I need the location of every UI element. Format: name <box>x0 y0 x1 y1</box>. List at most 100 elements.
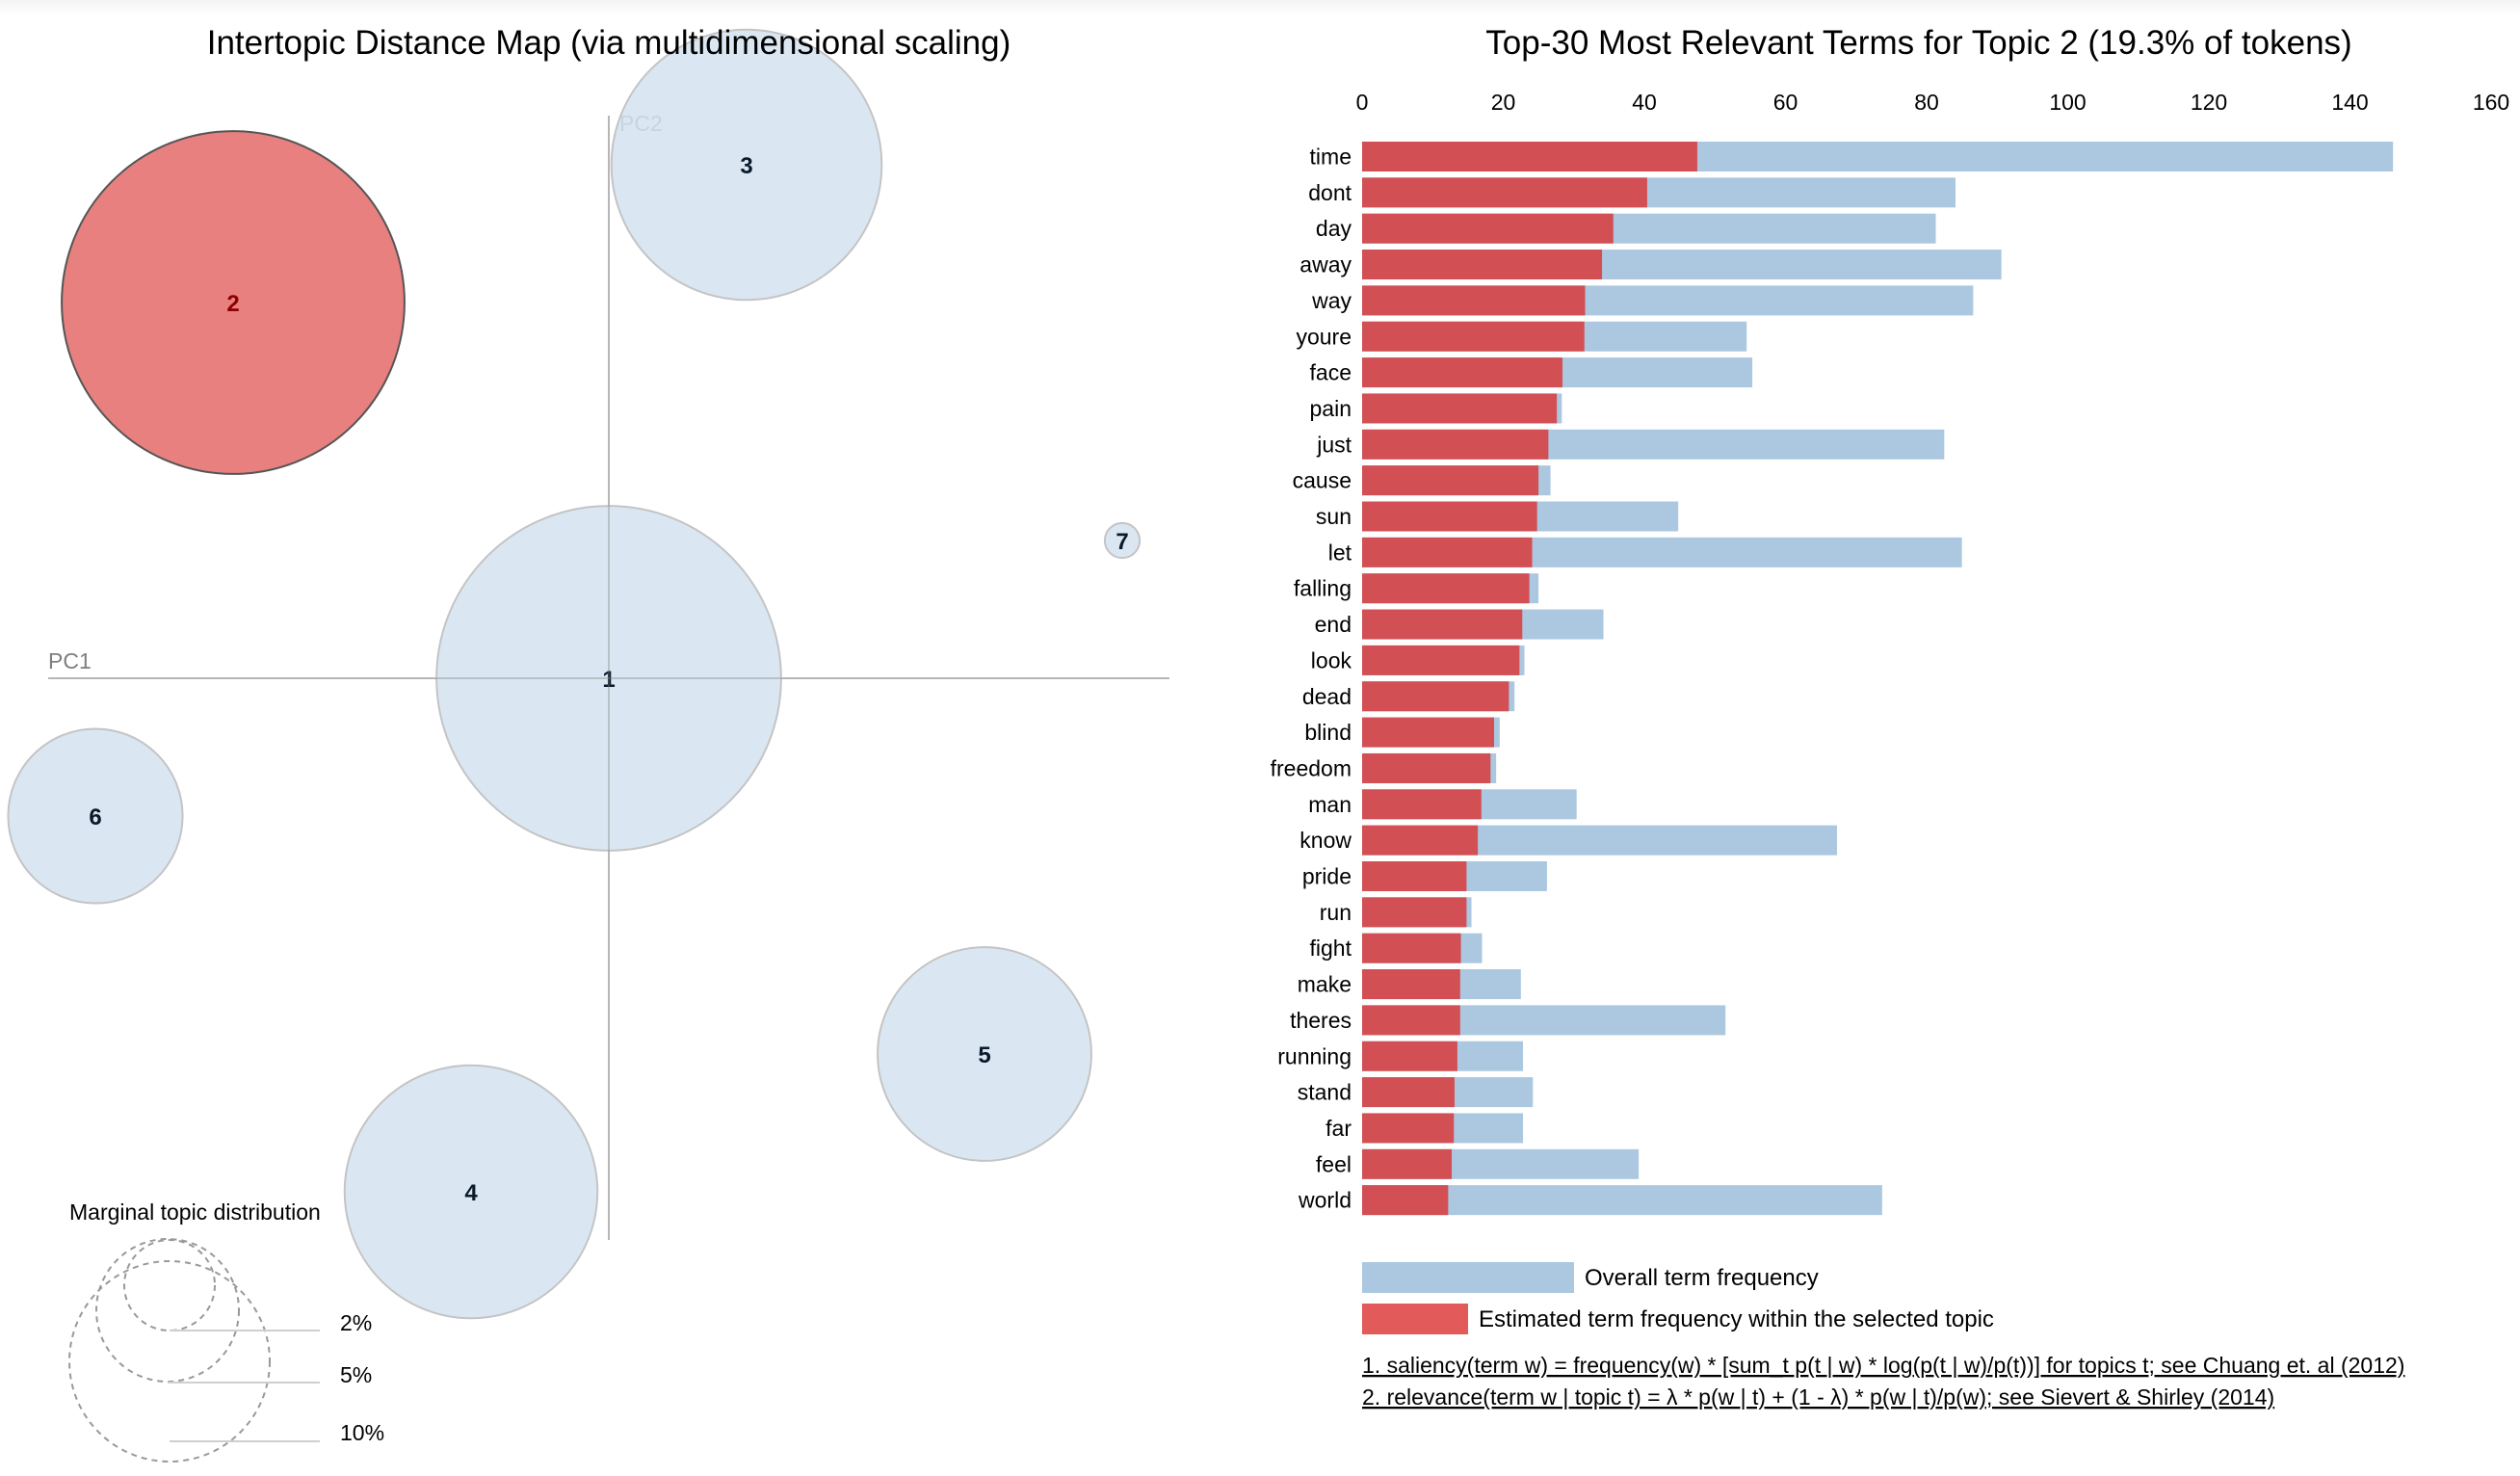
term-row[interactable]: day <box>1316 213 1936 244</box>
estimated-frequency-bar[interactable] <box>1362 1148 1453 1179</box>
estimated-frequency-bar[interactable] <box>1362 969 1460 1000</box>
term-row[interactable]: feel <box>1316 1148 1640 1179</box>
term-row[interactable]: youre <box>1296 321 1747 352</box>
term-label[interactable]: falling <box>1294 576 1352 601</box>
estimated-frequency-bar[interactable] <box>1362 1005 1460 1036</box>
saliency-footnote-link[interactable]: 1. saliency(term w) = frequency(w) * [su… <box>1362 1353 2404 1378</box>
topic-circle-1[interactable] <box>435 505 782 852</box>
term-label[interactable]: pain <box>1310 396 1352 421</box>
estimated-frequency-bar[interactable] <box>1362 250 1603 280</box>
estimated-frequency-bar[interactable] <box>1362 752 1491 783</box>
term-label[interactable]: far <box>1326 1116 1352 1141</box>
term-label[interactable]: youre <box>1296 324 1352 349</box>
term-row[interactable]: blind <box>1304 717 1500 748</box>
term-label[interactable]: running <box>1277 1043 1352 1068</box>
term-row[interactable]: dead <box>1302 681 1515 712</box>
term-label[interactable]: theres <box>1290 1008 1352 1033</box>
estimated-frequency-bar[interactable] <box>1362 609 1523 640</box>
term-label[interactable]: dead <box>1302 684 1352 709</box>
term-label[interactable]: know <box>1299 828 1352 853</box>
estimated-frequency-bar[interactable] <box>1362 465 1539 496</box>
term-row[interactable]: end <box>1315 609 1604 640</box>
term-row[interactable]: world <box>1298 1185 1882 1216</box>
term-row[interactable]: time <box>1310 142 2394 171</box>
term-row[interactable]: running <box>1277 1041 1524 1071</box>
estimated-frequency-bar[interactable] <box>1362 789 1482 820</box>
topic-circle-3[interactable] <box>610 28 883 302</box>
term-label[interactable]: make <box>1298 972 1352 997</box>
term-label[interactable]: world <box>1298 1188 1352 1213</box>
term-label[interactable]: end <box>1315 612 1352 637</box>
term-row[interactable]: stand <box>1298 1077 1534 1108</box>
term-row[interactable]: sun <box>1316 501 1679 532</box>
term-label[interactable]: pride <box>1302 864 1352 889</box>
term-row[interactable]: away <box>1299 250 2002 280</box>
estimated-frequency-bar[interactable] <box>1362 393 1558 424</box>
overall-frequency-bar[interactable] <box>1362 1185 1882 1216</box>
term-row[interactable]: fight <box>1310 933 1483 963</box>
estimated-frequency-bar[interactable] <box>1362 1185 1449 1216</box>
estimated-frequency-bar[interactable] <box>1362 861 1467 891</box>
estimated-frequency-bar[interactable] <box>1362 1041 1457 1071</box>
term-label[interactable]: stand <box>1298 1080 1352 1105</box>
term-label[interactable]: look <box>1311 647 1352 672</box>
term-row[interactable]: look <box>1311 645 1525 675</box>
term-label[interactable]: face <box>1310 360 1352 385</box>
estimated-frequency-bar[interactable] <box>1362 681 1509 712</box>
term-row[interactable]: man <box>1308 789 1577 820</box>
estimated-frequency-bar[interactable] <box>1362 1077 1455 1108</box>
term-label[interactable]: time <box>1310 145 1352 170</box>
term-label[interactable]: fight <box>1310 936 1352 961</box>
estimated-frequency-bar[interactable] <box>1362 429 1549 460</box>
estimated-frequency-bar[interactable] <box>1362 645 1520 675</box>
term-row[interactable]: pain <box>1310 393 1562 424</box>
topic-circle-4[interactable] <box>343 1064 599 1320</box>
term-label[interactable]: dont <box>1308 180 1352 205</box>
term-label[interactable]: freedom <box>1271 755 1352 780</box>
estimated-frequency-bar[interactable] <box>1362 537 1533 567</box>
term-label[interactable]: feel <box>1316 1151 1352 1176</box>
topic-circle-5[interactable] <box>877 946 1092 1162</box>
term-label[interactable]: day <box>1316 216 1352 241</box>
term-row[interactable]: theres <box>1290 1005 1726 1036</box>
estimated-frequency-bar[interactable] <box>1362 285 1586 316</box>
term-row[interactable]: far <box>1326 1113 1524 1144</box>
estimated-frequency-bar[interactable] <box>1362 1113 1455 1144</box>
term-row[interactable]: let <box>1328 537 1962 567</box>
term-row[interactable]: pride <box>1302 861 1547 891</box>
term-row[interactable]: face <box>1310 357 1753 388</box>
term-row[interactable]: falling <box>1294 573 1539 604</box>
term-label[interactable]: away <box>1299 252 1352 277</box>
term-row[interactable]: freedom <box>1271 752 1497 783</box>
term-label[interactable]: way <box>1311 288 1352 313</box>
estimated-frequency-bar[interactable] <box>1362 825 1479 856</box>
estimated-frequency-bar[interactable] <box>1362 573 1530 604</box>
estimated-frequency-bar[interactable] <box>1362 321 1585 352</box>
topic-circle-7[interactable] <box>1103 521 1142 560</box>
term-row[interactable]: way <box>1311 285 1974 316</box>
estimated-frequency-bar[interactable] <box>1362 142 1697 171</box>
term-label[interactable]: sun <box>1316 504 1352 529</box>
estimated-frequency-bar[interactable] <box>1362 897 1467 928</box>
term-label[interactable]: run <box>1320 900 1352 925</box>
term-row[interactable]: run <box>1320 897 1472 928</box>
estimated-frequency-bar[interactable] <box>1362 357 1563 388</box>
topic-circle-2[interactable] <box>61 130 406 475</box>
term-row[interactable]: dont <box>1308 177 1956 208</box>
term-label[interactable]: man <box>1308 792 1352 817</box>
estimated-frequency-bar[interactable] <box>1362 717 1494 748</box>
term-label[interactable]: blind <box>1304 720 1352 745</box>
estimated-frequency-bar[interactable] <box>1362 177 1647 208</box>
estimated-frequency-bar[interactable] <box>1362 933 1461 963</box>
estimated-frequency-bar[interactable] <box>1362 501 1537 532</box>
estimated-frequency-bar[interactable] <box>1362 213 1614 244</box>
relevance-footnote-link[interactable]: 2. relevance(term w | topic t) = λ * p(w… <box>1362 1384 2274 1410</box>
term-label[interactable]: let <box>1328 540 1352 565</box>
term-label[interactable]: just <box>1316 432 1352 457</box>
term-row[interactable]: just <box>1316 429 1945 460</box>
topic-circle-6[interactable] <box>7 727 184 905</box>
term-row[interactable]: cause <box>1293 465 1551 496</box>
term-row[interactable]: know <box>1299 825 1837 856</box>
term-row[interactable]: make <box>1298 969 1521 1000</box>
term-label[interactable]: cause <box>1293 468 1352 493</box>
